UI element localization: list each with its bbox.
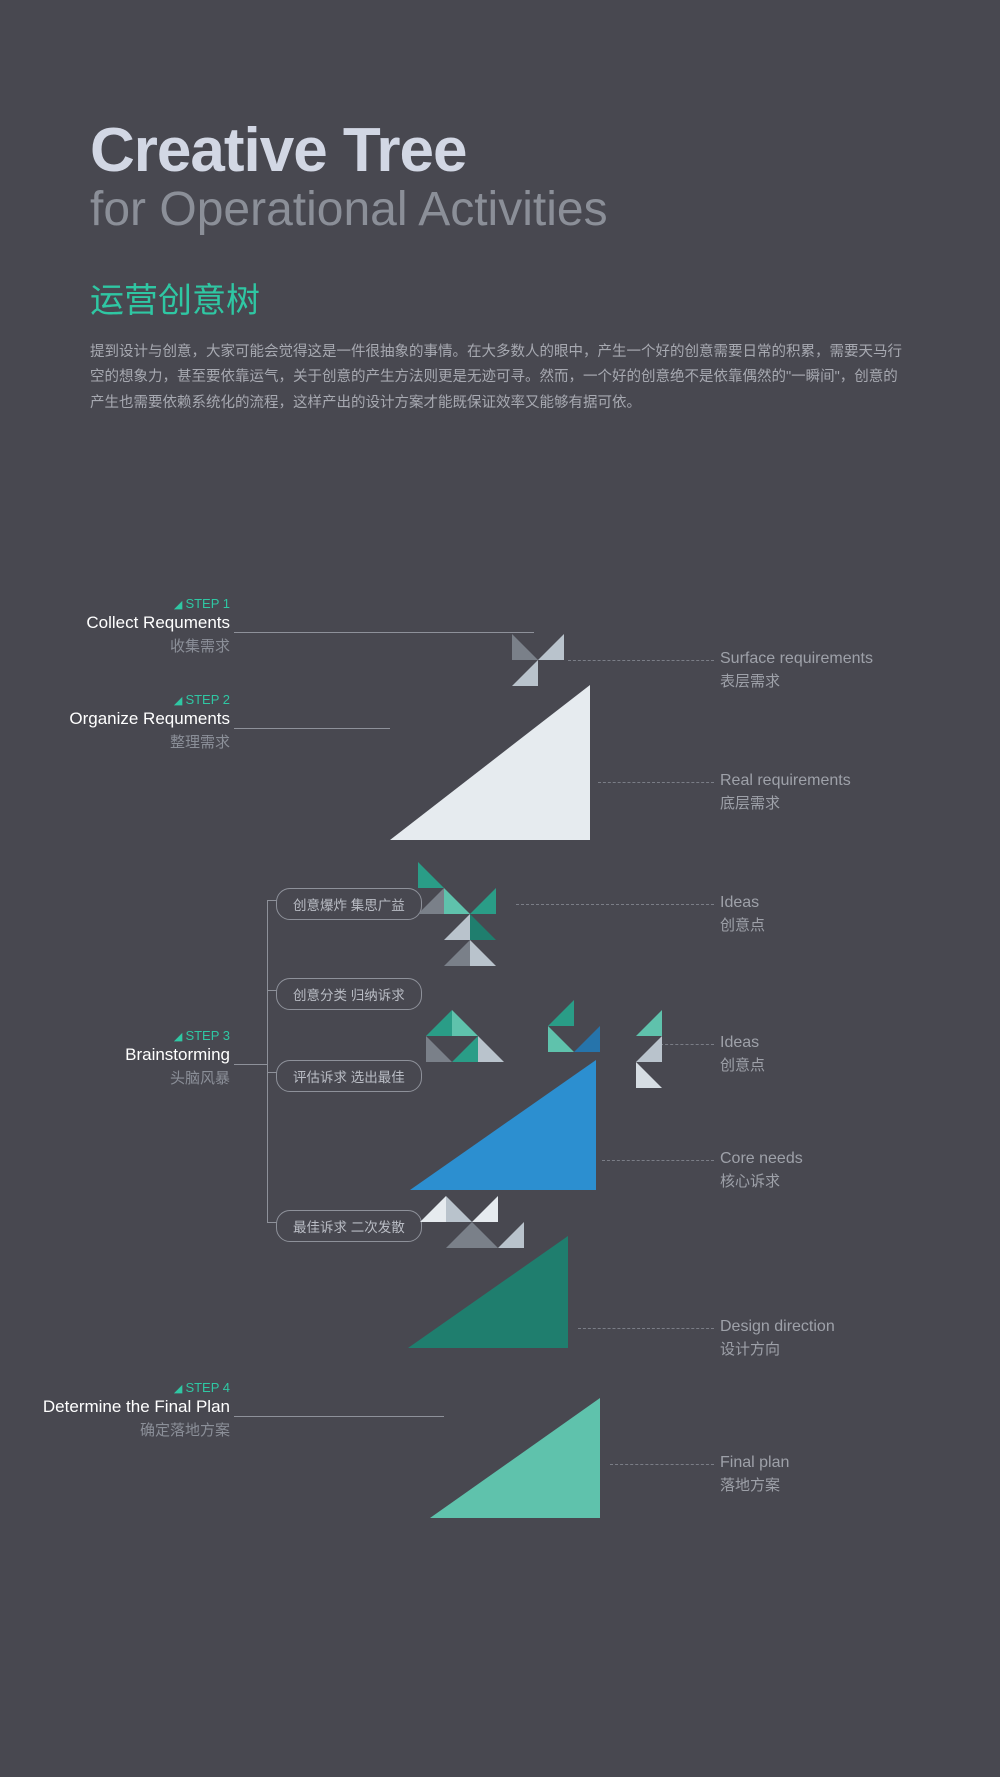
output-label-0: Surface requirements表层需求	[720, 650, 980, 691]
triangle-shape-13	[452, 1010, 478, 1036]
triangle-shape-1	[538, 634, 564, 660]
connector-h-2	[234, 1064, 267, 1065]
triangle-shape-15	[452, 1036, 478, 1062]
diagram-canvas: STEP 1Collect Requments收集需求 STEP 2Organiz…	[0, 0, 1000, 1777]
output-label-2: Ideas创意点	[720, 894, 980, 935]
step-label-3: STEP 3Brainstorming头脑风暴	[0, 1028, 230, 1088]
triangle-shape-10	[444, 940, 470, 966]
sub-step-pill-3: 最佳诉求 二次发散	[276, 1210, 422, 1242]
output-label-6: Final plan落地方案	[720, 1454, 980, 1495]
triangle-shape-20	[636, 1010, 662, 1036]
connector-h-6	[267, 1222, 277, 1223]
connector-dash-4	[602, 1160, 714, 1161]
connector-dash-0	[568, 660, 714, 661]
triangle-shape-8	[470, 888, 496, 914]
connector-dash-5	[578, 1328, 714, 1329]
triangle-shape-12	[426, 1010, 452, 1036]
connector-dash-1	[598, 782, 714, 783]
triangle-shape-19	[574, 1026, 600, 1052]
output-label-3: Ideas创意点	[720, 1034, 980, 1075]
connector-h-5	[267, 1072, 277, 1073]
triangle-shape-23	[410, 1060, 596, 1190]
triangle-shape-2	[512, 660, 538, 686]
connector-h-1	[234, 728, 390, 729]
triangle-shape-14	[426, 1036, 452, 1062]
connector-v-0	[267, 900, 268, 1222]
triangle-shape-17	[548, 1000, 574, 1026]
triangle-shape-31	[430, 1398, 600, 1518]
connector-h-3	[267, 900, 277, 901]
sub-step-pill-1: 创意分类 归纳诉求	[276, 978, 422, 1010]
triangle-shape-30	[408, 1236, 568, 1348]
triangle-shape-3	[390, 685, 590, 840]
step-label-1: STEP 1Collect Requments收集需求	[0, 596, 230, 656]
triangle-shape-9	[470, 914, 496, 940]
triangle-shape-7	[444, 914, 470, 940]
connector-h-0	[234, 632, 534, 633]
triangle-shape-5	[418, 888, 444, 914]
triangle-shape-25	[446, 1196, 472, 1222]
sub-step-pill-2: 评估诉求 选出最佳	[276, 1060, 422, 1092]
triangle-shape-22	[636, 1062, 662, 1088]
triangle-shape-4	[418, 862, 444, 888]
triangle-shape-6	[444, 888, 470, 914]
output-label-1: Real requirements底层需求	[720, 772, 980, 813]
triangle-shape-27	[472, 1196, 498, 1222]
triangle-shape-0	[512, 634, 538, 660]
connector-h-7	[234, 1416, 444, 1417]
connector-dash-3	[660, 1044, 714, 1045]
step-label-4: STEP 4Determine the Final Plan确定落地方案	[0, 1380, 230, 1440]
triangle-shape-16	[478, 1036, 504, 1062]
connector-h-4	[267, 990, 277, 991]
triangle-shape-21	[636, 1036, 662, 1062]
triangle-shape-11	[470, 940, 496, 966]
step-label-2: STEP 2Organize Requments整理需求	[0, 692, 230, 752]
output-label-5: Design direction设计方向	[720, 1318, 980, 1359]
triangle-shape-18	[548, 1026, 574, 1052]
triangle-shape-24	[420, 1196, 446, 1222]
connector-dash-6	[610, 1464, 714, 1465]
connector-dash-2	[516, 904, 714, 905]
sub-step-pill-0: 创意爆炸 集思广益	[276, 888, 422, 920]
output-label-4: Core needs核心诉求	[720, 1150, 980, 1191]
